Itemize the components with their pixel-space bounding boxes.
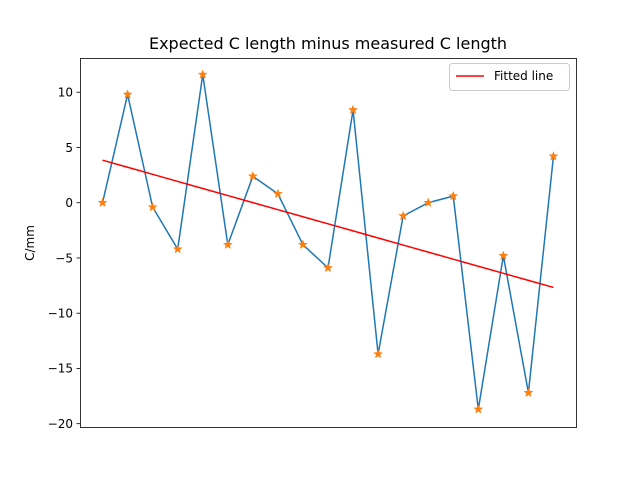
y-tick-label: 5 [65,141,73,155]
data-point-marker [373,348,384,359]
data-point-marker [247,170,258,181]
legend-label-fitted-line: Fitted line [494,69,553,83]
data-point-marker [398,210,409,221]
data-point-marker [548,150,559,161]
plot-frame [80,58,577,428]
data-point-marker [222,239,233,250]
series-line-fitted [102,159,554,289]
legend: Fitted line [449,63,570,91]
series-line-measured [101,74,555,410]
y-tick-label: 10 [58,86,73,100]
y-tick-label: −5 [55,251,73,265]
data-point-marker [473,403,484,414]
data-point-marker [97,197,108,208]
data-point-marker [272,188,283,199]
data-point-marker [523,387,534,398]
data-point-marker [147,201,158,212]
data-point-marker [122,89,133,99]
data-point-marker [172,243,183,254]
y-tick-label: −15 [48,362,73,376]
y-tick-label: −10 [48,307,73,321]
data-point-marker [197,69,208,79]
y-axis-label: C/mm [23,225,37,261]
data-point-marker [423,197,434,208]
plot-area [97,69,559,414]
y-tick-label: −20 [48,417,73,431]
chart-title: Expected C length minus measured C lengt… [149,34,507,53]
data-point-marker [347,104,359,115]
data-point-marker [448,190,459,201]
data-point-marker [297,239,309,250]
legend-box [449,63,570,91]
y-axis: 10 5 0 −5 −10 −15 −20 [48,86,80,431]
y-tick-label: 0 [65,196,73,210]
data-point-marker [498,250,509,261]
data-point-marker [322,262,334,273]
